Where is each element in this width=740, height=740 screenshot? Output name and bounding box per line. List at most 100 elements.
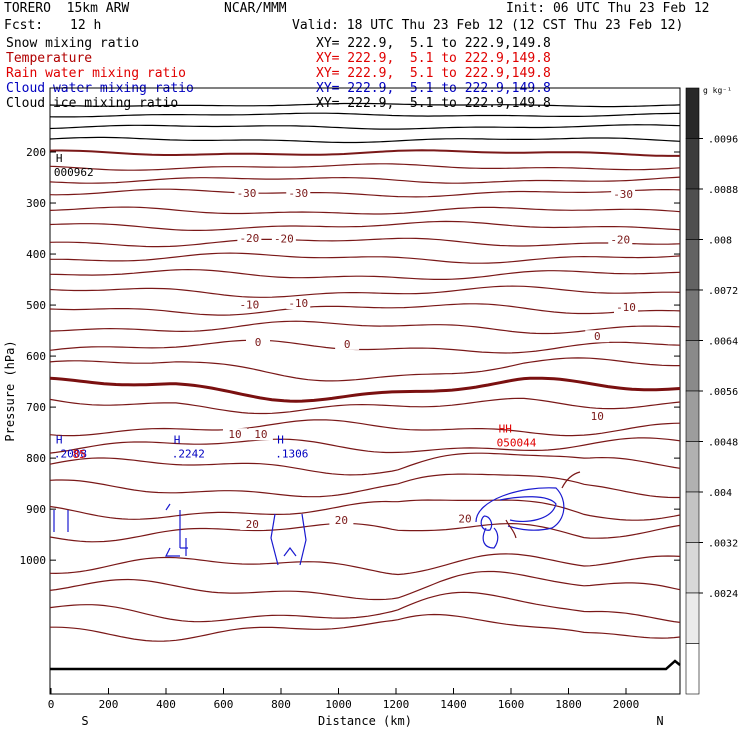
colorbar-box [685,340,700,392]
colorbar-label: .008 [708,236,732,247]
colorbar-box [685,441,700,493]
colorbar-label: .0072 [708,286,738,297]
contour-label: 20 [335,514,348,527]
colorbar-box [685,239,700,291]
contour-label-bg [248,428,273,441]
contour-line [49,473,680,499]
model-title: TORERO 15km ARW [4,1,130,16]
contour-line [49,320,681,335]
x-axis-title: Distance (km) [318,714,412,728]
cloud-water-contour [270,513,307,566]
cloud-water-contour [53,510,69,532]
contour-line [49,188,681,198]
contour-label: -30 [613,188,633,201]
contour-label-bg [453,512,477,525]
contour-label: 10 [254,428,267,441]
colorbar-label: .0088 [708,185,738,196]
colorbar-box [685,390,700,442]
contour-label-bg [271,232,296,245]
field-snow-name: Snow mixing ratio [6,36,140,51]
contour-line [49,136,681,144]
extremum-value: 85 [73,448,86,461]
contour-label-bg [237,298,262,311]
contour-label: 0 [594,330,601,343]
contour-label-bg [286,186,311,199]
x-tick-label: 800 [271,698,291,711]
field-cloudice-name: Cloud ice mixing ratio [6,96,179,111]
colorbar-label: .0048 [708,438,738,449]
contour-label: 0 [255,336,262,349]
init-time: Init: 06 UTC Thu 23 Feb 12 [506,1,710,16]
colorbar-box [685,188,700,240]
y-axis-title: Pressure (hPa) [3,340,17,441]
extremum-marker: HH [499,422,512,435]
contour-line [49,437,681,454]
contour-line [49,206,681,215]
contour-line [49,570,681,601]
contour-label: 10 [591,410,604,423]
contour-line [49,499,681,521]
field-cloudice-xy: XY= 222.9, 5.1 to 222.9,149.8 [316,96,551,111]
contour-label-bg [585,330,610,343]
south-label: S [81,714,88,728]
contour-label-bg [286,297,311,310]
x-tick-label: 600 [214,698,234,711]
valid-time: Valid: 18 UTC Thu 23 Feb 12 (12 CST Thu … [292,18,684,33]
y-tick-label: 300 [26,197,46,210]
contour-line [50,252,681,264]
extremum-marker: H [56,434,63,447]
contour-label-bg [585,409,610,422]
x-tick-label: 200 [99,698,119,711]
y-tick-label: 200 [26,146,46,159]
contour-label-bg [246,335,270,348]
colorbar-label: .0032 [708,539,738,550]
contour-line [49,124,681,130]
contour-label-bg [237,231,262,244]
contour-line [49,268,681,280]
y-tick-label: 900 [26,503,46,516]
y-tick-label: 400 [26,248,46,261]
contour-line [49,220,681,231]
contour-line [49,591,681,623]
colorbar-box [685,289,700,341]
contour-label: 0 [344,338,351,351]
extremum-marker: H [174,434,181,447]
x-tick-label: 1000 [325,698,352,711]
contour-line [49,102,681,108]
cloud-water-contour [480,515,493,531]
x-tick-label: 1600 [498,698,525,711]
y-tick-label: 500 [26,299,46,312]
extremum-marker: H [56,152,63,165]
field-rain-xy: XY= 222.9, 5.1 to 222.9,149.8 [316,66,551,81]
center-title: NCAR/MMM [224,1,287,16]
contour-label-bg [240,517,265,530]
contour-label-bg [335,337,360,350]
contour-line [49,163,681,171]
forecast-label: Fcst: [4,18,44,33]
colorbar: g kg⁻¹ .0096 .0088 .008 .0072 .0064 .0056 .0048… [685,86,738,695]
contour-line [49,285,681,298]
colorbar-box [685,542,700,594]
contour-label: -30 [237,187,257,200]
y-tick-label: 1000 [20,554,47,567]
x-tick-label: 0 [48,698,55,711]
contour-label: -10 [239,299,259,312]
plot-frame [49,87,681,695]
cloud-water-contour [165,503,188,557]
colorbar-box [685,643,700,695]
colorbar-box [685,138,700,190]
x-tick-label: 400 [156,698,176,711]
colorbar-label: .0096 [708,135,738,146]
y-tick-label: 700 [26,401,46,414]
y-tick-label: 600 [26,350,46,363]
contour-label: 20 [246,518,259,531]
field-rain-name: Rain water mixing ratio [6,66,187,81]
colorbar-units: g kg⁻¹ [703,86,732,95]
colorbar-box [685,592,700,644]
contour-line [49,376,681,403]
contour-line [49,303,681,316]
x-tick-label: 1800 [555,698,582,711]
rain-contour [505,471,581,539]
